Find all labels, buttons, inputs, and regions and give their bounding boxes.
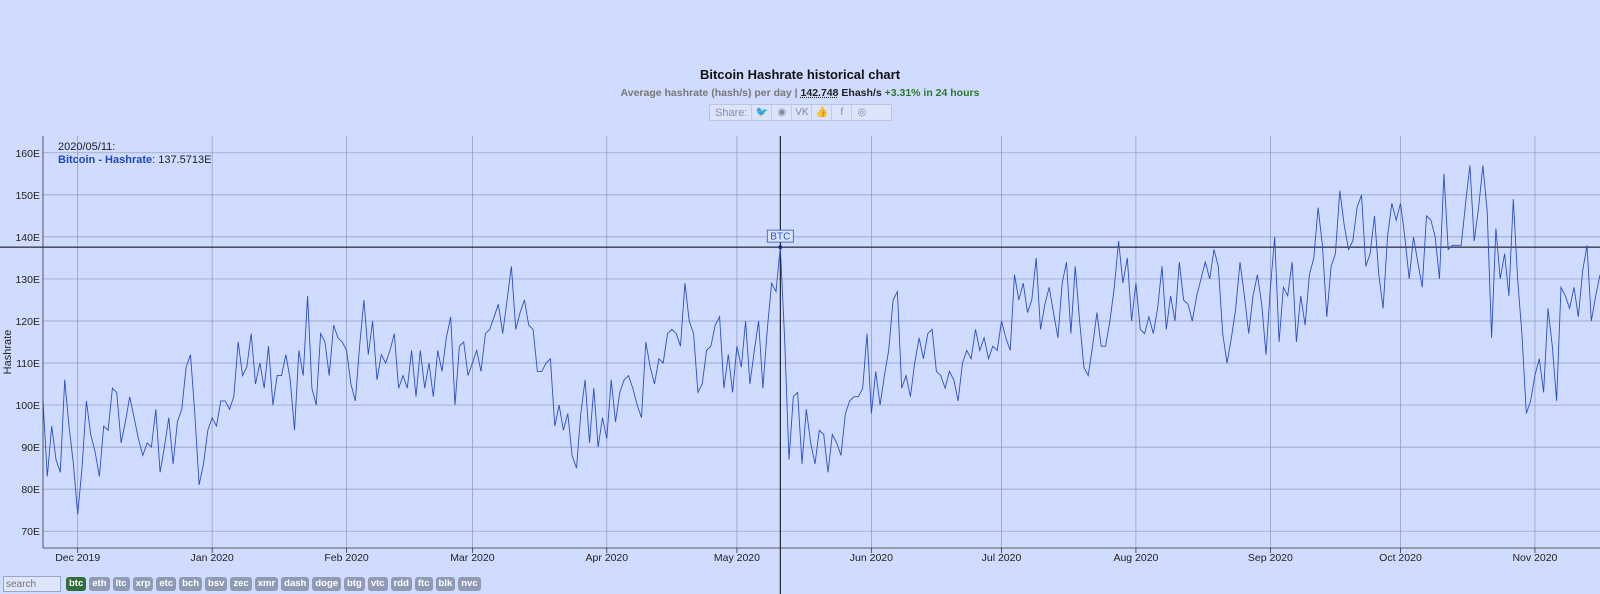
coin-btg[interactable]: btg (344, 577, 365, 591)
y-tick-label: 90E (21, 442, 40, 454)
y-tick-label: 70E (21, 526, 40, 538)
coin-bsv[interactable]: bsv (205, 577, 228, 591)
x-tick-label: May 2020 (714, 552, 760, 564)
coin-ltc[interactable]: ltc (112, 577, 130, 591)
coin-nvc[interactable]: nvc (458, 577, 481, 591)
crosshair-point (778, 245, 783, 250)
btc-marker[interactable]: BTC (766, 229, 794, 250)
chart-axes: 70E 80E 90E 100E 110E 120E 130E 140E 150E 160E Dec… (15, 136, 1600, 564)
share-bar: Share: 🐦 ◉ VK 👍 f ◎ (709, 104, 892, 121)
x-tick-label: Dec 2019 (55, 552, 100, 564)
coin-zec[interactable]: zec (230, 577, 252, 591)
y-tick-label: 130E (15, 274, 40, 286)
coin-selector: btc eth ltc xrp etc bch bsv zec xmr dash… (3, 576, 481, 592)
x-tick-label: Nov 2020 (1512, 552, 1557, 564)
tooltip-value: : 137.5713E (152, 154, 211, 166)
x-tick-label: Jun 2020 (850, 552, 893, 564)
chart-grid (43, 136, 1600, 548)
x-tick-label: Mar 2020 (450, 552, 495, 564)
tooltip-value-line: Bitcoin - Hashrate: 137.5713E (58, 154, 211, 166)
y-axis-label: Hashrate (2, 330, 14, 375)
coin-btc[interactable]: btc (66, 577, 87, 591)
hashrate-change: +3.31% in 24 hours (884, 87, 980, 99)
reddit-icon[interactable]: ◉ (771, 105, 791, 120)
y-tick-label: 120E (15, 316, 40, 328)
twitter-icon[interactable]: 🐦 (751, 105, 771, 120)
x-tick-label: Feb 2020 (324, 552, 369, 564)
x-tick-label: Aug 2020 (1113, 552, 1158, 564)
x-tick-label: Sep 2020 (1248, 552, 1293, 564)
coin-dash[interactable]: dash (281, 577, 310, 591)
coin-rdd[interactable]: rdd (390, 577, 412, 591)
y-tick-label: 160E (15, 148, 40, 160)
x-tick-label: Oct 2020 (1379, 552, 1422, 564)
coin-vtc[interactable]: vtc (367, 577, 388, 591)
subtitle-separator: | (791, 87, 801, 99)
coin-eth[interactable]: eth (89, 577, 110, 591)
coin-xrp[interactable]: xrp (132, 577, 154, 591)
y-tick-label: 80E (21, 484, 40, 496)
like-icon[interactable]: 👍 (811, 105, 831, 120)
current-hashrate-value: 142.748 (800, 87, 839, 99)
y-tick-label: 100E (15, 400, 40, 412)
y-tick-label: 110E (16, 358, 40, 370)
coin-bch[interactable]: bch (179, 577, 203, 591)
search-input[interactable] (3, 576, 61, 592)
btc-marker-label: BTC (770, 232, 790, 243)
tooltip-date: 2020/05/11: (58, 141, 115, 153)
x-tick-label: Jan 2020 (191, 552, 234, 564)
x-tick-label: Jul 2020 (982, 552, 1022, 564)
coin-ftc[interactable]: ftc (414, 577, 433, 591)
coin-etc[interactable]: etc (156, 577, 177, 591)
chart-title: Bitcoin Hashrate historical chart (699, 67, 901, 82)
y-tick-label: 150E (15, 190, 40, 202)
y-tick-label: 140E (15, 232, 40, 244)
coin-xmr[interactable]: xmr (254, 577, 279, 591)
tooltip-series-label: Bitcoin - Hashrate (58, 154, 152, 166)
vk-icon[interactable]: VK (791, 105, 811, 120)
current-hashrate-unit: Ehash/s (838, 87, 885, 99)
coin-doge[interactable]: doge (312, 577, 342, 591)
weibo-icon[interactable]: ◎ (851, 105, 871, 120)
chart-subtitle: Average hashrate (hash/s) per day | 142.… (0, 87, 1600, 99)
facebook-icon[interactable]: f (831, 105, 851, 120)
subtitle-prefix: Average hashrate (hash/s) per day (620, 87, 792, 99)
series-line-bitcoin-hashrate (42, 165, 1600, 515)
tooltip: 2020/05/11: Bitcoin - Hashrate: 137.5713… (58, 141, 211, 166)
x-tick-label: Apr 2020 (586, 552, 629, 564)
coin-blk[interactable]: blk (435, 577, 456, 591)
share-label: Share: (715, 106, 748, 119)
